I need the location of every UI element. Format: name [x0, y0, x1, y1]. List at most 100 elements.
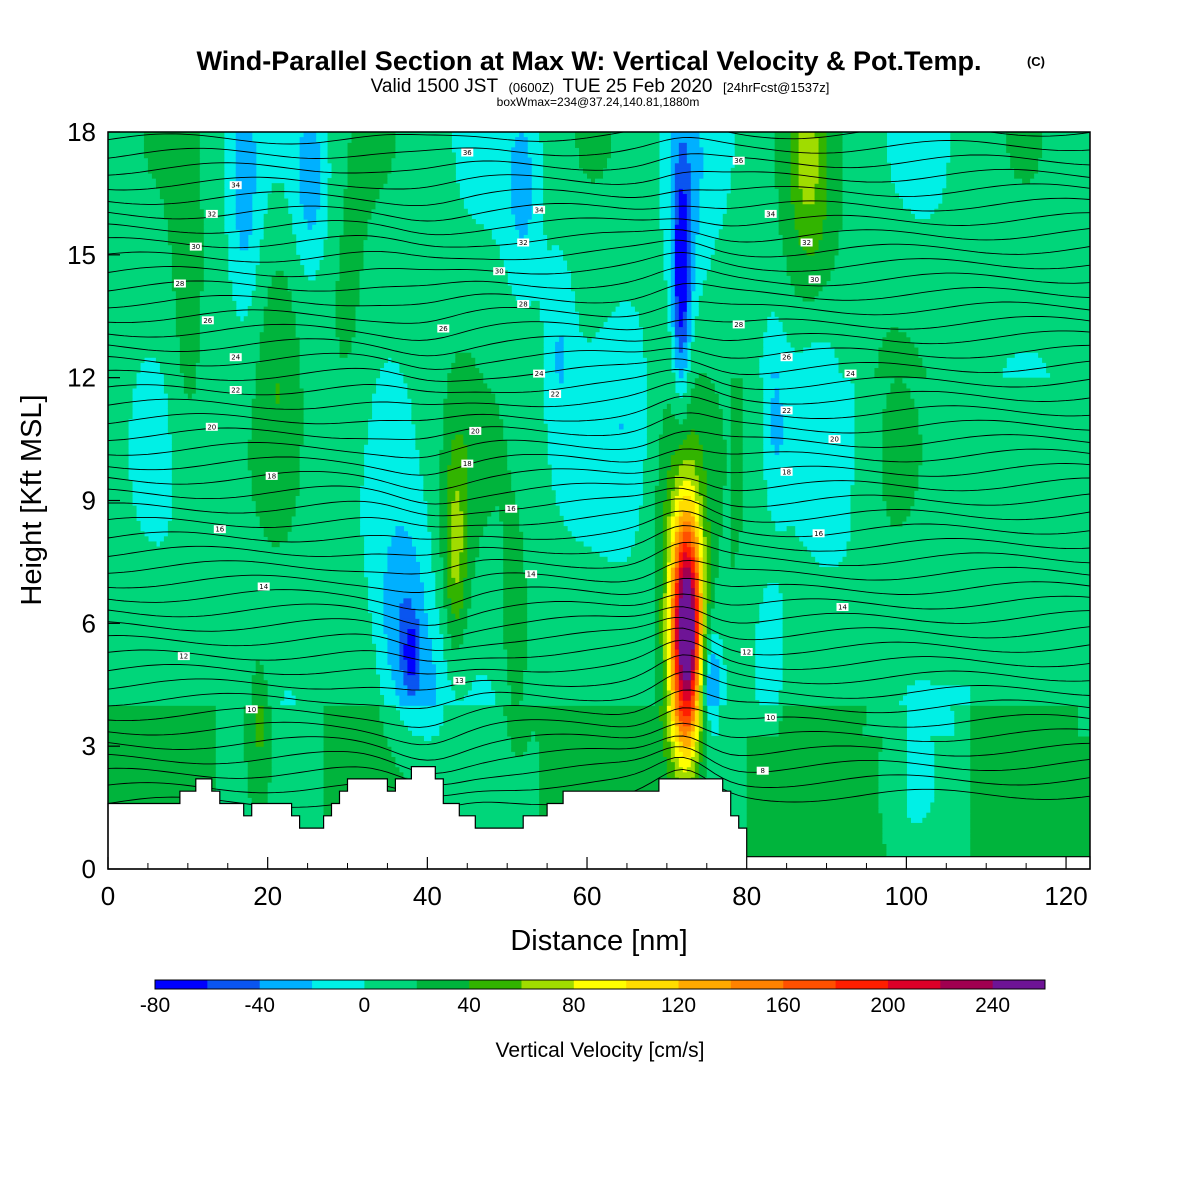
- velocity-cell: [527, 582, 656, 589]
- velocity-cell: [203, 249, 229, 256]
- velocity-cell: [339, 254, 365, 261]
- velocity-cell: [255, 393, 277, 399]
- velocity-cell: [327, 183, 349, 189]
- velocity-cell: [654, 628, 660, 635]
- velocity-cell: [323, 715, 381, 722]
- velocity-cell: [215, 735, 245, 742]
- velocity-cell: [503, 582, 528, 589]
- colorbar-label: 40: [457, 994, 480, 1017]
- velocity-cell: [770, 403, 784, 409]
- velocity-cell: [718, 398, 732, 404]
- velocity-cell: [666, 572, 672, 578]
- velocity-cell: [730, 561, 736, 568]
- velocity-cell: [459, 567, 468, 573]
- velocity-cell: [351, 341, 544, 348]
- velocity-cell: [662, 582, 668, 589]
- velocity-cell: [726, 700, 760, 706]
- velocity-cell: [654, 510, 664, 517]
- svg-text:10: 10: [247, 706, 256, 714]
- velocity-cell: [694, 520, 700, 527]
- velocity-cell: [383, 592, 424, 599]
- velocity-cell: [770, 418, 784, 425]
- velocity-cell: [147, 167, 201, 174]
- velocity-cell: [670, 684, 676, 691]
- velocity-cell: [167, 398, 253, 404]
- velocity-cell: [467, 505, 496, 512]
- velocity-cell: [742, 387, 764, 394]
- velocity-cell: [742, 408, 764, 415]
- velocity-cell: [335, 326, 357, 333]
- velocity-cell: [790, 183, 800, 189]
- velocity-cell: [195, 382, 257, 389]
- velocity-cell: [171, 469, 253, 476]
- velocity-cell: [215, 771, 249, 778]
- velocity-cell: [690, 746, 696, 752]
- velocity-cell: [950, 157, 1011, 164]
- velocity-cell: [199, 295, 233, 302]
- velocity-cell: [475, 572, 504, 578]
- velocity-cell: [742, 520, 776, 527]
- isentrope-line: [108, 344, 1090, 370]
- velocity-cell: [379, 715, 401, 722]
- velocity-cell: [547, 239, 664, 246]
- velocity-cell: [507, 674, 524, 681]
- velocity-cell: [108, 638, 373, 645]
- velocity-cell: [343, 229, 369, 235]
- velocity-cell: [427, 500, 440, 507]
- velocity-cell: [746, 828, 884, 834]
- velocity-cell: [159, 362, 181, 369]
- velocity-cell: [778, 689, 907, 696]
- velocity-cell: [818, 137, 828, 143]
- velocity-cell: [263, 735, 273, 742]
- isentrope-line: [108, 487, 1090, 517]
- velocity-cell: [215, 787, 249, 793]
- velocity-cell: [503, 618, 528, 624]
- velocity-cell: [794, 285, 824, 292]
- velocity-cell: [463, 526, 468, 532]
- velocity-cell: [415, 428, 444, 435]
- velocity-cell: [690, 654, 696, 660]
- velocity-cell: [347, 157, 393, 164]
- velocity-cell: [774, 162, 792, 169]
- theta-label: 30: [808, 275, 821, 284]
- velocity-cell: [427, 526, 440, 532]
- velocity-cell: [383, 725, 408, 732]
- velocity-cell: [467, 515, 488, 522]
- velocity-cell: [387, 633, 401, 640]
- velocity-cell: [443, 403, 500, 409]
- isentrope-line: [108, 111, 1090, 130]
- velocity-cell: [363, 254, 500, 261]
- velocity-cell: [718, 720, 780, 727]
- velocity-cell: [299, 372, 381, 379]
- velocity-cell: [674, 705, 680, 711]
- velocity-cell: [183, 387, 197, 394]
- velocity-cell: [702, 454, 728, 461]
- velocity-cell: [670, 756, 680, 763]
- velocity-cell: [451, 526, 464, 532]
- velocity-cell: [698, 694, 704, 701]
- velocity-cell: [1030, 178, 1090, 184]
- velocity-cell: [674, 198, 680, 205]
- velocity-cell: [654, 613, 660, 619]
- velocity-cell: [351, 137, 397, 143]
- velocity-cell: [774, 147, 792, 154]
- velocity-cell: [690, 249, 696, 256]
- velocity-cell: [303, 423, 369, 430]
- velocity-cell: [175, 290, 201, 297]
- velocity-cell: [702, 592, 708, 599]
- velocity-cell: [782, 249, 808, 256]
- velocity-cell: [674, 623, 680, 630]
- velocity-cell: [539, 771, 668, 778]
- velocity-cell: [447, 382, 488, 389]
- velocity-cell: [255, 664, 265, 670]
- velocity-cell: [415, 689, 436, 696]
- velocity-cell: [108, 244, 173, 251]
- svg-text:32: 32: [207, 210, 216, 218]
- velocity-cell: [339, 244, 365, 251]
- velocity-cell: [443, 643, 452, 650]
- velocity-cell: [674, 725, 680, 732]
- velocity-cell: [399, 362, 452, 369]
- velocity-cell: [455, 689, 468, 696]
- theta-label: 36: [732, 156, 745, 165]
- velocity-cell: [267, 295, 293, 302]
